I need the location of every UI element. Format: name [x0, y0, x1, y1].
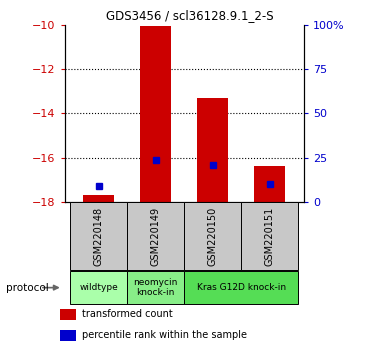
Text: GDS3456 / scl36128.9.1_2-S: GDS3456 / scl36128.9.1_2-S — [106, 9, 274, 22]
Text: transformed count: transformed count — [82, 309, 173, 319]
Text: GSM220149: GSM220149 — [151, 207, 161, 266]
Text: percentile rank within the sample: percentile rank within the sample — [82, 330, 247, 341]
Text: GSM220150: GSM220150 — [208, 207, 218, 266]
FancyBboxPatch shape — [70, 202, 127, 270]
Bar — [60, 308, 76, 320]
Text: neomycin
knock-in: neomycin knock-in — [134, 278, 178, 297]
Text: GSM220151: GSM220151 — [265, 207, 275, 266]
Text: GSM220148: GSM220148 — [94, 207, 104, 266]
FancyBboxPatch shape — [241, 202, 298, 270]
Bar — [254, 166, 285, 202]
Text: wildtype: wildtype — [79, 283, 118, 292]
FancyBboxPatch shape — [127, 272, 184, 304]
FancyBboxPatch shape — [184, 272, 298, 304]
Bar — [60, 330, 76, 341]
Text: protocol: protocol — [6, 282, 49, 293]
Bar — [197, 98, 228, 202]
FancyBboxPatch shape — [127, 202, 184, 270]
FancyBboxPatch shape — [184, 202, 241, 270]
Bar — [83, 195, 114, 202]
Bar — [140, 26, 171, 202]
Text: Kras G12D knock-in: Kras G12D knock-in — [197, 283, 286, 292]
FancyBboxPatch shape — [70, 272, 127, 304]
